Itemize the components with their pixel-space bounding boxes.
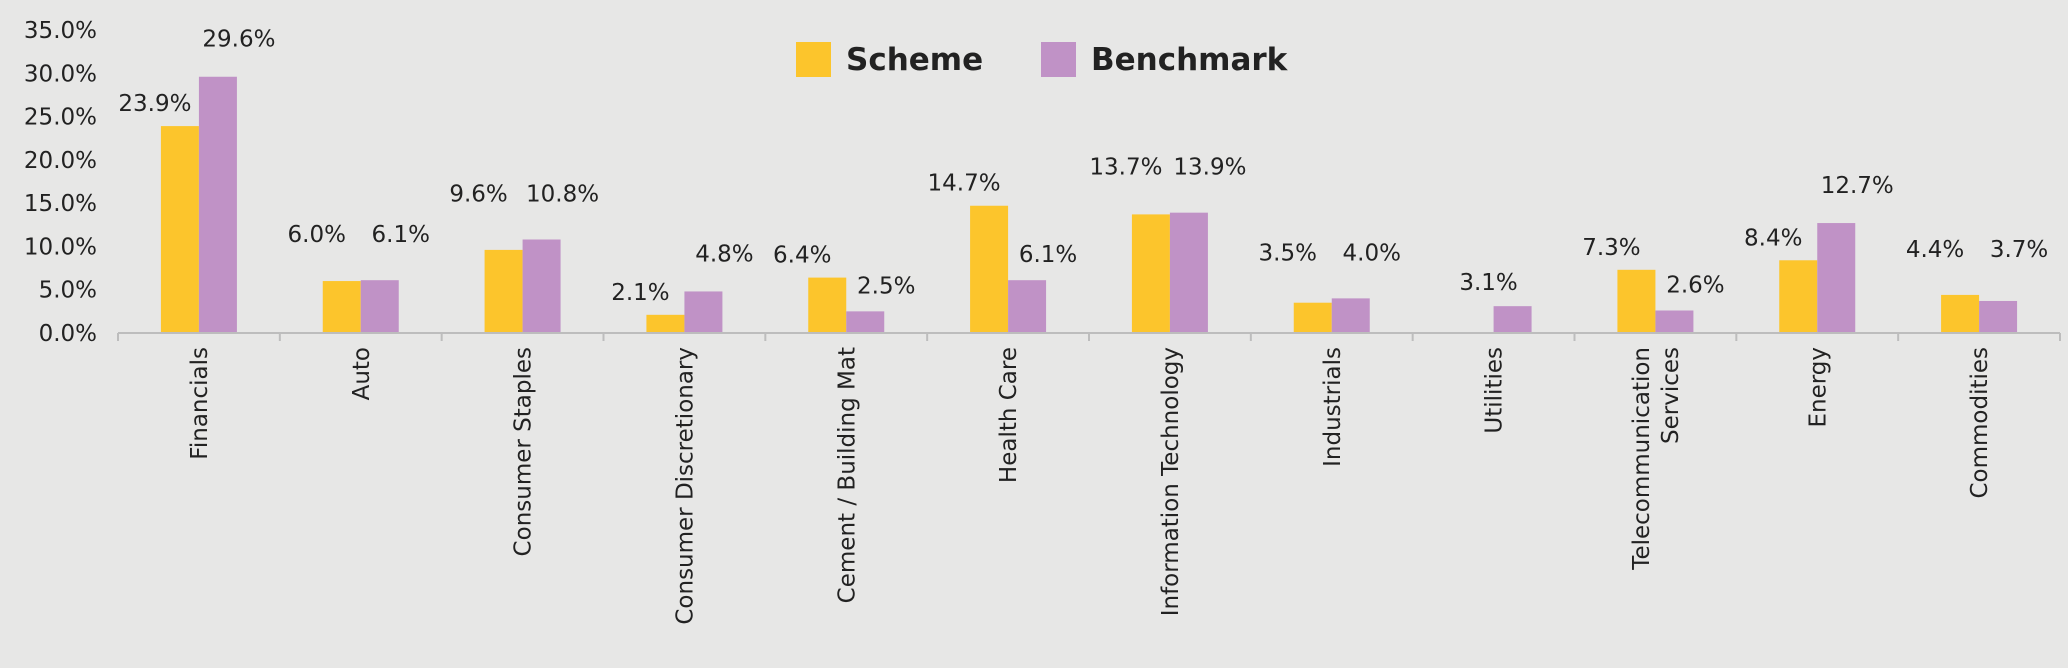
data-label-benchmark: 29.6% [202, 27, 275, 53]
bar-scheme [322, 281, 361, 333]
legend-swatch [796, 42, 831, 77]
y-tick-label: 30.0% [24, 61, 97, 87]
category-label: Utilities [1482, 347, 1508, 434]
legend: Scheme Benchmark [796, 42, 1289, 78]
category-label-line: Energy [1805, 347, 1831, 428]
data-label-benchmark: 3.7% [1990, 237, 2048, 263]
category-label-line: Industrials [1320, 347, 1346, 467]
legend-swatch [1041, 42, 1076, 77]
bar-benchmark [1493, 306, 1532, 333]
bar-scheme [970, 205, 1009, 333]
category-label: Auto [349, 347, 375, 400]
y-axis: 0.0% 5.0% 10.0% 15.0% 20.0% 25.0% 30.0% 35.0% [24, 18, 97, 347]
y-tick-label: 25.0% [24, 105, 97, 131]
category-label-line: Auto [349, 347, 375, 400]
bar-scheme [1779, 260, 1818, 333]
category-label: Financials [187, 347, 213, 460]
y-tick-label: 0.0% [39, 321, 97, 347]
bar-benchmark [1979, 300, 2018, 333]
legend-label: Scheme [846, 42, 983, 78]
data-label-scheme: 8.4% [1744, 225, 1802, 251]
legend-label: Benchmark [1091, 42, 1289, 78]
category-label-line: Telecommunication [1629, 347, 1655, 571]
bar-scheme [1293, 302, 1332, 333]
bar-benchmark [1008, 280, 1047, 333]
y-tick-label: 35.0% [24, 18, 97, 44]
category-labels: Financials Auto Consumer Staples Consumer D… [187, 347, 1993, 625]
bar-benchmark [198, 76, 237, 334]
bar-scheme [808, 277, 847, 333]
data-label-scheme: 9.6% [449, 182, 507, 208]
category-label: Telecommunication Services [1629, 347, 1684, 571]
category-label: Industrials [1320, 347, 1346, 467]
bar-benchmark [522, 239, 561, 333]
y-tick-label: 10.0% [24, 234, 97, 260]
data-label-scheme: 13.7% [1089, 155, 1162, 181]
category-label: Information Technology [1158, 347, 1184, 616]
data-label-scheme: 7.3% [1582, 235, 1640, 261]
data-label-scheme: 23.9% [118, 91, 191, 117]
data-label-scheme: 6.0% [288, 222, 346, 248]
bar-scheme [484, 249, 523, 333]
category-label-line: Financials [187, 347, 213, 460]
data-label-benchmark: 13.9% [1173, 155, 1246, 181]
bars [160, 76, 2018, 334]
data-label-benchmark: 6.1% [1019, 242, 1077, 268]
data-label-benchmark: 2.6% [1666, 272, 1724, 298]
data-labels: 23.9% 29.6% 6.0% 6.1% 9.6% 10.8% 2.1% 4.8% 6.4% 2… [118, 27, 2048, 306]
bar-benchmark [684, 291, 723, 333]
data-label-benchmark: 10.8% [526, 182, 599, 208]
bar-benchmark [1331, 298, 1370, 333]
category-label: Consumer Staples [511, 347, 537, 556]
category-label-line: Health Care [996, 347, 1022, 483]
bar-scheme [646, 314, 685, 333]
y-tick-label: 15.0% [24, 191, 97, 217]
data-label-benchmark: 6.1% [372, 222, 430, 248]
category-label-line: Cement / Building Mat [834, 347, 860, 603]
data-label-scheme: 2.1% [611, 280, 669, 306]
category-label-line: Consumer Discretionary [672, 347, 698, 625]
y-tick-label: 5.0% [39, 278, 97, 304]
data-label-scheme: 14.7% [928, 171, 1001, 197]
category-label-line: Services [1658, 347, 1684, 444]
bar-scheme [160, 126, 199, 333]
data-label-benchmark: 3.1% [1459, 270, 1517, 296]
category-label: Consumer Discretionary [672, 347, 698, 625]
data-label-scheme: 3.5% [1259, 240, 1317, 266]
category-label: Energy [1805, 347, 1831, 428]
category-label-line: Commodities [1967, 347, 1993, 499]
category-label: Health Care [996, 347, 1022, 483]
data-label-benchmark: 4.0% [1343, 240, 1401, 266]
category-label: Commodities [1967, 347, 1993, 499]
bar-benchmark [1655, 310, 1694, 333]
bar-scheme [1131, 214, 1170, 333]
category-label-line: Utilities [1482, 347, 1508, 434]
data-label-scheme: 6.4% [773, 243, 831, 269]
data-label-benchmark: 4.8% [695, 241, 753, 267]
bar-benchmark [1817, 223, 1856, 333]
y-tick-label: 20.0% [24, 148, 97, 174]
category-label-line: Information Technology [1158, 347, 1184, 616]
data-label-benchmark: 2.5% [857, 273, 915, 299]
bar-benchmark [846, 311, 885, 333]
bar-benchmark [360, 280, 399, 333]
data-label-scheme: 4.4% [1906, 237, 1964, 263]
bar-scheme [1617, 269, 1656, 333]
bar-scheme [1941, 294, 1980, 333]
x-axis-ticks [117, 333, 2061, 341]
category-label-line: Consumer Staples [511, 347, 537, 556]
category-label: Cement / Building Mat [834, 347, 860, 603]
data-label-benchmark: 12.7% [1821, 173, 1894, 199]
bar-benchmark [1169, 212, 1208, 333]
